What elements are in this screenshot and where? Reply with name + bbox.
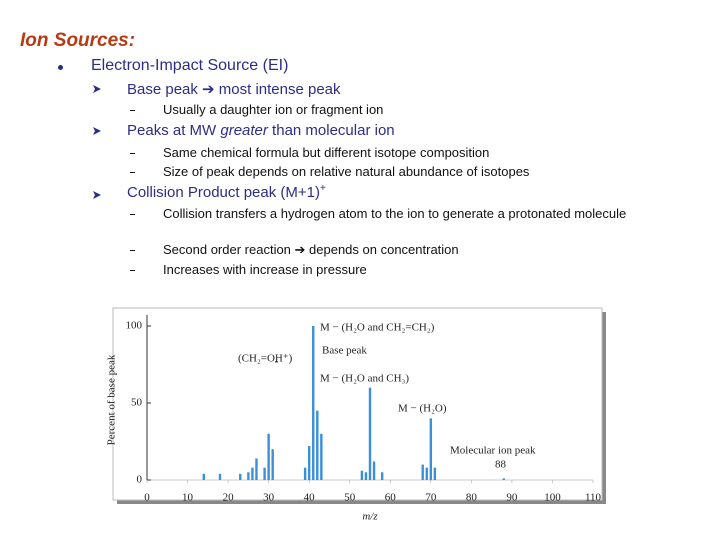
dash <box>130 153 135 154</box>
bullet-dot <box>58 65 63 70</box>
x-tick-label: 110 <box>585 492 602 504</box>
annotation: 88 <box>495 459 507 471</box>
peak <box>303 467 307 480</box>
dash <box>130 110 135 111</box>
x-tick-label: 40 <box>304 492 316 504</box>
peak <box>312 326 315 480</box>
sub-text: Usually a daughter ion or fragment ion <box>163 102 384 117</box>
x-tick-label: 80 <box>466 492 478 504</box>
peak <box>263 467 266 480</box>
bullet-text: Electron-Impact Source (EI) <box>91 57 289 74</box>
x-axis-label: m/z <box>362 511 378 523</box>
x-tick-label: 60 <box>385 492 397 504</box>
peak <box>239 473 242 480</box>
peak <box>218 473 222 480</box>
peak <box>255 458 258 480</box>
annotation: Base peak <box>322 345 367 357</box>
peak <box>251 467 254 480</box>
peak <box>372 461 376 480</box>
x-tick-label: 10 <box>182 492 194 504</box>
arrow-bullet <box>93 85 101 93</box>
dash <box>130 250 135 251</box>
text: Peaks at MW <box>127 122 221 139</box>
dash <box>130 270 135 271</box>
peak <box>307 446 311 480</box>
text-italic: greater <box>220 122 268 139</box>
peak <box>316 410 319 480</box>
arrow-bullet <box>93 127 101 135</box>
sub-text: Same chemical formula but different isot… <box>163 145 490 160</box>
peak <box>247 472 250 480</box>
sub-text: Collision transfers a hydrogen atom to t… <box>163 206 627 221</box>
arrow-bullet <box>93 191 101 199</box>
x-tick-label: 100 <box>544 492 561 504</box>
dash <box>130 172 135 173</box>
item-text: Collision Product peak (M+1)+ <box>127 183 326 201</box>
x-tick-label: 70 <box>425 492 437 504</box>
annotation: (CH₂=OH⁺) <box>238 353 293 365</box>
peak <box>202 473 205 480</box>
frame <box>112 307 603 501</box>
y-tick-label: 100 <box>126 320 143 332</box>
x-tick-label: 90 <box>506 492 518 504</box>
annotation: M − (H₂O and CH₃) <box>320 373 409 385</box>
annotation: M − (H₂O and CH₂=CH₂) <box>320 322 435 334</box>
peak <box>380 472 384 480</box>
slide-title: Ion Sources: <box>20 30 136 51</box>
peak <box>320 433 323 480</box>
peak <box>364 472 368 480</box>
x-tick-label: 0 <box>144 492 150 504</box>
peak <box>433 467 437 480</box>
text: Collision Product peak (M+1) <box>127 184 321 201</box>
x-tick-label: 30 <box>263 492 275 504</box>
peak <box>360 470 364 480</box>
peak <box>421 464 424 480</box>
dash <box>130 214 135 215</box>
item-text: Base peak ➔ most intense peak <box>127 81 341 98</box>
annotation: M − (H₂O) <box>398 403 447 415</box>
peak <box>425 467 428 480</box>
text: than molecular ion <box>267 122 395 139</box>
x-tick-label: 20 <box>223 492 235 504</box>
peak <box>429 418 433 480</box>
peak <box>267 433 270 480</box>
y-axis-label: Percent of base peak <box>106 354 118 445</box>
peak <box>271 449 274 480</box>
y-tick-label: 50 <box>131 397 143 409</box>
peak <box>502 478 505 480</box>
sub-text: Second order reaction ➔ depends on conce… <box>163 242 459 257</box>
superscript: + <box>320 183 326 194</box>
item-text: Peaks at MW greater than molecular ion <box>127 122 395 139</box>
sub-text: Increases with increase in pressure <box>163 262 367 277</box>
x-tick-label: 50 <box>344 492 356 504</box>
sub-text: Size of peak depends on relative natural… <box>163 164 530 179</box>
peak <box>368 387 372 480</box>
annotation: Molecular ion peak <box>450 445 536 457</box>
y-tick-label: 0 <box>137 474 143 486</box>
